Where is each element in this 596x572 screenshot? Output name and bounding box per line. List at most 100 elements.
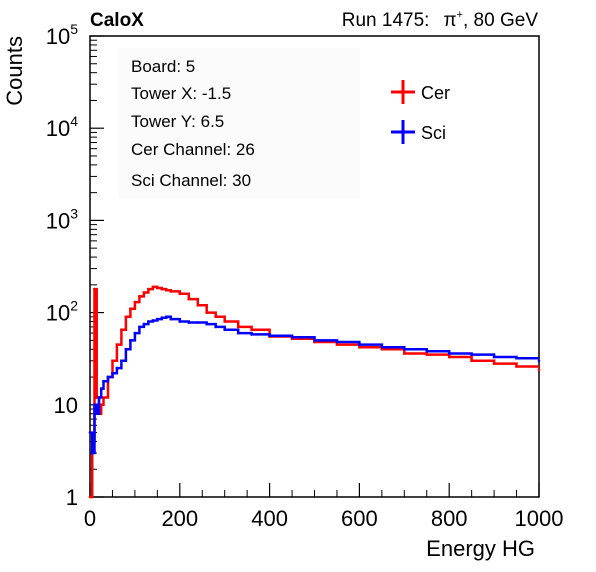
- series-sci-point: [380, 346, 384, 349]
- series-sci-point: [169, 317, 173, 321]
- legend: Cer Sci: [391, 80, 450, 144]
- series-cer-point: [425, 353, 429, 356]
- x-tick-label: 600: [341, 506, 378, 531]
- series-sci-point: [515, 356, 518, 360]
- series-cer-point: [196, 304, 200, 307]
- series-cer-point: [492, 362, 496, 365]
- x-tick-label: 400: [251, 506, 288, 531]
- series-sci-point: [447, 352, 451, 355]
- series-cer-point: [205, 311, 208, 314]
- series-sci-point: [99, 387, 103, 390]
- series-sci-point: [492, 355, 496, 359]
- series-cer-point: [515, 365, 518, 368]
- series-sci-point: [335, 340, 339, 344]
- series-sci-line: [90, 315, 539, 455]
- legend-cer-label: Cer: [421, 83, 450, 103]
- series-cer-point: [99, 403, 103, 407]
- y-axis-ticks: 1 10 102 103 104 105: [46, 21, 104, 510]
- series-sci-point: [120, 359, 123, 363]
- info-tower-y: Tower Y: 6.5: [131, 112, 224, 131]
- x-tick-label: 0: [84, 506, 96, 531]
- series-cer-point: [147, 287, 150, 291]
- x-axis-ticks: 0 200 400 600 800 1000: [84, 483, 564, 531]
- series-cer-point: [160, 287, 164, 291]
- info-box-background: [118, 48, 360, 198]
- series-sci-point: [151, 319, 155, 322]
- series-sci-point: [470, 353, 473, 356]
- info-sci-channel: Sci Channel: 30: [131, 171, 251, 190]
- series-cer-point: [129, 307, 132, 311]
- series-sci-point: [196, 321, 200, 324]
- y-tick-label: 104: [46, 113, 78, 141]
- experiment-label: CaloX: [90, 10, 144, 31]
- series-sci-point: [90, 451, 94, 455]
- series-sci-point: [111, 371, 114, 375]
- series-cer-point: [537, 368, 541, 372]
- series-sci-point: [115, 366, 119, 370]
- series-sci-point: [165, 315, 168, 319]
- series-sci-point: [313, 339, 316, 342]
- series-cer-point: [138, 295, 141, 298]
- series-cer-point: [223, 320, 226, 323]
- series-cer-point: [111, 359, 114, 363]
- series-cer-point: [120, 328, 123, 332]
- info-tower-x: Tower X: -1.5: [131, 84, 231, 103]
- run-info: Run 1475: π+, 80 GeV: [342, 9, 539, 31]
- series-cer-point: [133, 300, 137, 304]
- series-sci-point: [290, 336, 294, 339]
- series-sci-point: [138, 325, 141, 329]
- series-layer: [88, 285, 541, 499]
- series-cer-point: [156, 286, 159, 290]
- series-sci-point: [250, 333, 253, 336]
- series-sci-point: [178, 320, 182, 323]
- info-board: Board: 5: [131, 57, 195, 76]
- series-sci-point: [129, 339, 132, 342]
- series-cer-point: [93, 287, 96, 291]
- series-sci-point: [88, 431, 92, 434]
- series-sci-point: [93, 403, 96, 407]
- series-sci-point: [156, 317, 159, 321]
- series-cer-point: [358, 346, 361, 349]
- series-sci-point: [106, 375, 110, 379]
- series-cer-point: [151, 285, 155, 289]
- series-cer-point: [178, 292, 182, 296]
- series-sci-point: [358, 343, 361, 346]
- series-sci-point: [236, 331, 240, 335]
- series-sci-point: [97, 396, 101, 399]
- series-sci-point: [223, 328, 226, 332]
- x-tick-label: 1000: [515, 506, 564, 531]
- series-sci-point: [142, 322, 146, 326]
- series-cer-point: [335, 343, 339, 346]
- series-sci-point: [425, 350, 429, 353]
- series-cer-point: [169, 290, 173, 293]
- series-cer-point: [187, 297, 191, 301]
- series-sci-point: [537, 359, 541, 363]
- series-sci-point: [147, 320, 150, 323]
- info-cer-channel: Cer Channel: 26: [131, 140, 255, 159]
- series-cer-point: [95, 396, 98, 399]
- series-sci-point: [205, 322, 208, 326]
- series-sci-point: [214, 325, 217, 329]
- x-tick-label: 800: [431, 506, 468, 531]
- series-sci-point: [102, 380, 105, 383]
- series-cer-point: [214, 315, 217, 319]
- y-tick-label: 103: [46, 205, 78, 233]
- series-sci-point: [95, 412, 98, 416]
- series-cer-point: [380, 348, 384, 351]
- series-sci-point: [268, 334, 271, 338]
- series-cer-point: [165, 288, 168, 292]
- series-cer-point: [102, 396, 105, 399]
- y-tick-label: 1: [66, 485, 78, 510]
- y-tick-label: 102: [46, 298, 78, 326]
- series-cer-point: [447, 355, 451, 359]
- series-sci-point: [160, 316, 164, 320]
- x-axis-title: Energy HG: [426, 536, 535, 561]
- series-sci-point: [133, 331, 137, 335]
- series-cer-point: [124, 315, 128, 319]
- series-cer-point: [115, 343, 119, 346]
- series-cer-point: [142, 291, 146, 294]
- y-tick-label: 105: [46, 21, 78, 49]
- series-sci-point: [403, 348, 406, 351]
- legend-sci-label: Sci: [421, 123, 446, 143]
